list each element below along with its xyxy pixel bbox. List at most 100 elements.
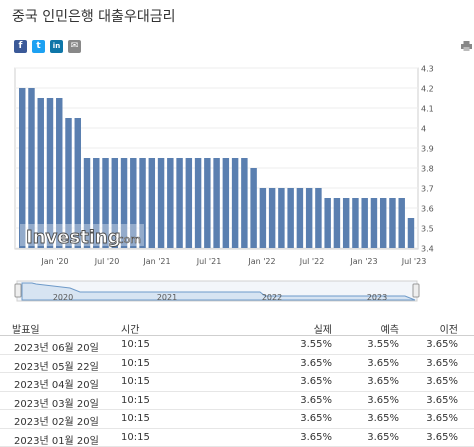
cell-time: 10:15 bbox=[121, 358, 150, 369]
cell-forecast: 3.65% bbox=[367, 358, 399, 369]
cell-previous: 3.65% bbox=[426, 339, 458, 350]
table-row: 2023년 05월 22일 10:15 3.65% 3.65% 3.65% bbox=[0, 355, 474, 374]
investing-watermark: Investing .com bbox=[20, 224, 144, 248]
bar bbox=[278, 188, 284, 248]
table-row: 2023년 02월 20일 10:15 3.65% 3.65% 3.65% bbox=[0, 410, 474, 429]
twitter-share-icon[interactable]: t bbox=[32, 40, 45, 53]
bar bbox=[343, 198, 349, 248]
bar bbox=[250, 168, 256, 248]
cell-previous: 3.65% bbox=[426, 358, 458, 369]
watermark-text: Investing bbox=[26, 227, 121, 248]
cell-release-date: 2023년 02월 20일 bbox=[14, 413, 99, 428]
bar bbox=[324, 198, 330, 248]
y-tick-label: 4.2 bbox=[421, 85, 434, 94]
header-previous: 이전 bbox=[440, 321, 458, 336]
bar bbox=[176, 158, 182, 248]
table-row: 2023년 03월 20일 10:15 3.65% 3.65% 3.65% bbox=[0, 392, 474, 411]
navigator-year-label: 2022 bbox=[262, 293, 282, 302]
cell-actual: 3.65% bbox=[300, 395, 332, 406]
cell-release-date: 2023년 04월 20일 bbox=[14, 376, 99, 391]
cell-forecast: 3.65% bbox=[367, 395, 399, 406]
navigator-year-label: 2021 bbox=[157, 293, 177, 302]
bar bbox=[371, 198, 377, 248]
bar bbox=[306, 188, 312, 248]
cell-time: 10:15 bbox=[121, 395, 150, 406]
bar bbox=[204, 158, 210, 248]
y-tick-label: 4 bbox=[421, 125, 426, 134]
x-tick-label: Jan '21 bbox=[142, 257, 170, 266]
bar bbox=[186, 158, 192, 248]
bar bbox=[158, 158, 164, 248]
bar bbox=[389, 198, 395, 248]
y-tick-label: 4.1 bbox=[421, 105, 434, 114]
bar bbox=[408, 218, 414, 248]
cell-forecast: 3.55% bbox=[367, 339, 399, 350]
table-header: 발표일 시간 실제 예측 이전 bbox=[0, 318, 474, 336]
bar bbox=[260, 188, 266, 248]
header-actual: 실제 bbox=[314, 321, 332, 336]
x-tick-label: Jan '22 bbox=[247, 257, 275, 266]
navigator-right-handle[interactable] bbox=[413, 284, 419, 297]
cell-forecast: 3.65% bbox=[367, 432, 399, 443]
bar bbox=[334, 198, 340, 248]
y-tick-label: 3.6 bbox=[421, 205, 434, 214]
cell-time: 10:15 bbox=[121, 339, 150, 350]
cell-actual: 3.65% bbox=[300, 432, 332, 443]
cell-previous: 3.65% bbox=[426, 395, 458, 406]
rate-chart: 3.4 3.5 3.6 3.7 3.8 3.9 4 4.1 4.2 4.3 Jan '20 Jul … bbox=[0, 60, 474, 310]
cell-previous: 3.65% bbox=[426, 432, 458, 443]
bar bbox=[195, 158, 201, 248]
bar bbox=[297, 188, 303, 248]
cell-time: 10:15 bbox=[121, 413, 150, 424]
bar bbox=[223, 158, 229, 248]
x-tick-label: Jul '21 bbox=[196, 257, 222, 266]
navigator-year-label: 2023 bbox=[367, 293, 387, 302]
cell-actual: 3.65% bbox=[300, 413, 332, 424]
navigator-left-handle[interactable] bbox=[15, 284, 21, 297]
bar bbox=[167, 158, 173, 248]
y-tick-label: 3.5 bbox=[421, 225, 434, 234]
cell-release-date: 2023년 01월 20일 bbox=[14, 432, 99, 447]
chart-navigator[interactable]: 2020 2021 2022 2023 bbox=[15, 281, 419, 302]
cell-actual: 3.65% bbox=[300, 376, 332, 387]
bar bbox=[269, 188, 275, 248]
x-tick-label: Jan '20 bbox=[40, 257, 68, 266]
cell-release-date: 2023년 05월 22일 bbox=[14, 358, 99, 373]
cell-actual: 3.65% bbox=[300, 358, 332, 369]
cell-forecast: 3.65% bbox=[367, 376, 399, 387]
cell-actual: 3.55% bbox=[300, 339, 332, 350]
bar bbox=[315, 188, 321, 248]
bar bbox=[287, 188, 293, 248]
y-tick-label: 4.3 bbox=[421, 65, 434, 74]
bar bbox=[398, 198, 404, 248]
bar bbox=[361, 198, 367, 248]
cell-time: 10:15 bbox=[121, 432, 150, 443]
cell-previous: 3.65% bbox=[426, 376, 458, 387]
x-tick-label: Jan '23 bbox=[349, 257, 377, 266]
print-icon[interactable] bbox=[461, 41, 472, 51]
header-forecast: 예측 bbox=[381, 321, 399, 336]
cell-forecast: 3.65% bbox=[367, 413, 399, 424]
y-tick-label: 3.8 bbox=[421, 165, 434, 174]
header-release-date: 발표일 bbox=[12, 321, 40, 336]
x-tick-label: Jul '22 bbox=[299, 257, 325, 266]
x-tick-label: Jul '20 bbox=[94, 257, 120, 266]
y-tick-label: 3.7 bbox=[421, 185, 434, 194]
bar bbox=[380, 198, 386, 248]
cell-previous: 3.65% bbox=[426, 413, 458, 424]
bar bbox=[149, 158, 155, 248]
email-share-icon[interactable]: ✉ bbox=[68, 40, 81, 53]
y-tick-label: 3.4 bbox=[421, 245, 434, 254]
page-title: 중국 인민은행 대출우대금리 bbox=[12, 6, 175, 26]
bar bbox=[232, 158, 238, 248]
facebook-share-icon[interactable]: f bbox=[14, 40, 27, 53]
bar bbox=[241, 158, 247, 248]
cell-release-date: 2023년 03월 20일 bbox=[14, 395, 99, 410]
bar bbox=[213, 158, 219, 248]
y-tick-label: 3.9 bbox=[421, 145, 434, 154]
linkedin-share-icon[interactable]: in bbox=[50, 40, 63, 53]
navigator-year-label: 2020 bbox=[53, 293, 73, 302]
